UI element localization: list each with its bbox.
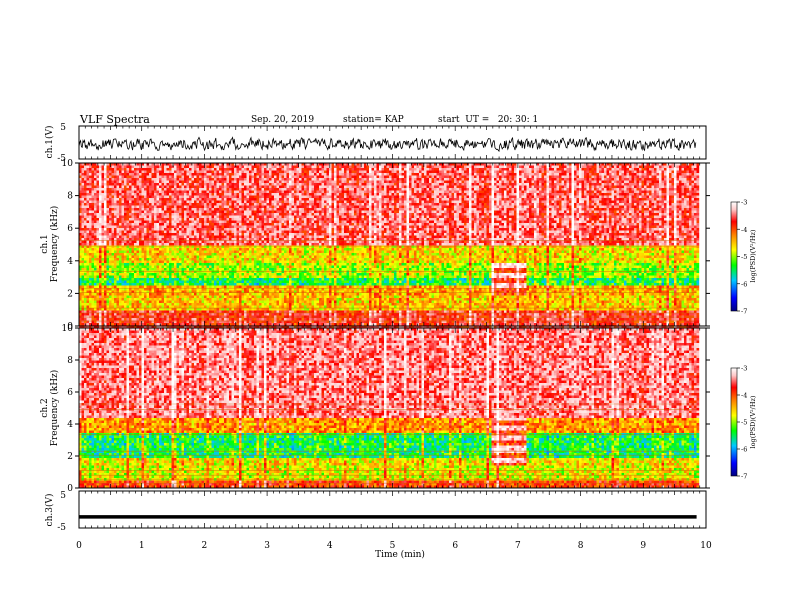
cb1-tick-label: -3	[741, 199, 747, 207]
cb1-tick-label: -4	[741, 226, 747, 234]
cb1-tick-label: -6	[741, 280, 747, 288]
ch2-spectrogram-image	[79, 328, 706, 488]
time-tick-label: 8	[578, 541, 584, 551]
spec1-ytick-label: 4	[67, 257, 73, 267]
cb1-tick-label: -7	[741, 308, 747, 316]
cb2-tick-label: -7	[741, 473, 747, 481]
spec2-ytick-label: 6	[67, 388, 73, 398]
time-tick-label: 2	[202, 541, 208, 551]
ch1-spectrogram-image	[79, 163, 706, 328]
ch1-channel-label: ch.1	[40, 234, 50, 253]
time-tick-label: 9	[640, 541, 646, 551]
cb2-tick-label: -3	[741, 365, 747, 373]
time-tick-label: 6	[452, 541, 458, 551]
spec1-ytick-label: 10	[62, 159, 74, 169]
ch1-colorbar: -3 -4 -5 -6 -7 log(PSD)(V²/Hz)	[731, 199, 757, 316]
cb2-tick-label: -6	[741, 446, 747, 454]
ch2-channel-label: ch.2	[40, 398, 50, 417]
ch2-colorbar-ticks: -3 -4 -5 -6 -7	[737, 365, 747, 481]
spec1-ytick-label: 6	[67, 224, 73, 234]
ch3-ytick-bottom: -5	[57, 523, 66, 533]
ch1-colorbar-gradient	[731, 202, 737, 311]
ch1-colorbar-label: log(PSD)(V²/Hz)	[749, 229, 757, 282]
ch1-colorbar-ticks: -3 -4 -5 -6 -7	[737, 199, 747, 316]
ch2-colorbar: -3 -4 -5 -6 -7 log(PSD)(V²/Hz)	[731, 365, 757, 481]
spec2-ytick-label: 2	[67, 452, 73, 462]
cb1-tick-label: -5	[741, 253, 747, 261]
spec2-ytick-label: 8	[67, 356, 73, 366]
cb2-tick-label: -4	[741, 392, 747, 400]
spec1-ytick-label: 8	[67, 192, 73, 202]
time-tick-label: 7	[515, 541, 521, 551]
time-tick-label: 1	[139, 541, 145, 551]
ch3-waveform-panel: 5 -5 ch.3(V)	[44, 491, 706, 533]
cb2-tick-label: -5	[741, 419, 747, 427]
ch1-waveform-panel: 5 -5 ch.1(V)	[44, 123, 706, 164]
ch1-waveform-ylabel: ch.1(V)	[44, 126, 55, 159]
ch2-colorbar-label: log(PSD)(V²/Hz)	[749, 395, 757, 448]
time-tick-label: 0	[76, 541, 82, 551]
ch2-spectrogram-panel: 0 2 4 6 8 10 ch.2 Frequency (kHz)	[40, 324, 710, 494]
ch1-ytick-top: 5	[60, 123, 66, 133]
time-axis-label: Time (min)	[375, 549, 425, 560]
spec1-ytick-label: 2	[67, 289, 73, 299]
ch3-waveform-ylabel: ch.3(V)	[44, 494, 55, 527]
spec2-ytick-label: 10	[62, 324, 74, 334]
ch2-frequency-ylabel: Frequency (kHz)	[49, 370, 60, 447]
ch1-frequency-ylabel: Frequency (kHz)	[49, 206, 60, 283]
ch2-colorbar-gradient	[731, 368, 737, 476]
time-tick-label: 4	[327, 541, 333, 551]
ch3-ytick-top: 5	[60, 491, 66, 501]
spec2-ytick-label: 4	[67, 420, 73, 430]
spec2-ytick-label: 0	[67, 484, 73, 494]
ch3-waveform-frame	[79, 491, 706, 528]
time-tick-label: 3	[264, 541, 270, 551]
time-tick-label: 10	[700, 541, 712, 551]
